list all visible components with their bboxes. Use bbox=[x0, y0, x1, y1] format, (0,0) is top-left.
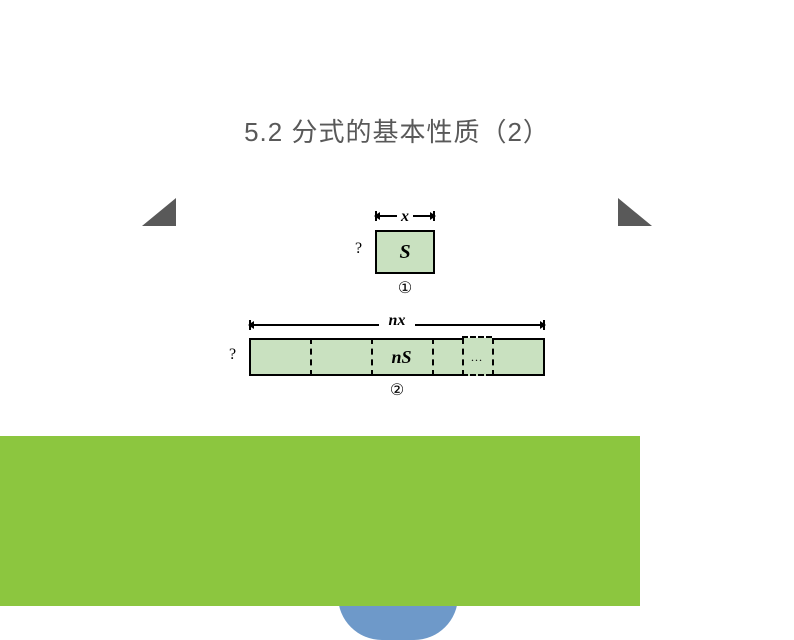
triangle-left-icon bbox=[142, 198, 176, 226]
fig2-segment bbox=[249, 338, 310, 376]
fig2-divider bbox=[432, 338, 434, 376]
diagram-container: x S ? ① nx ? nS … ② bbox=[217, 198, 577, 428]
figure-2: nx ? nS … ② bbox=[217, 308, 577, 428]
triangle-right-icon bbox=[618, 198, 652, 226]
fig2-height-unknown: ? bbox=[229, 346, 236, 364]
dim-tick bbox=[249, 320, 251, 330]
dim-tick bbox=[543, 320, 545, 330]
fig1-caption: ① bbox=[375, 278, 435, 298]
fig2-caption: ② bbox=[249, 380, 545, 400]
fig2-segment bbox=[492, 338, 545, 376]
fig2-ellipsis: … bbox=[462, 338, 492, 376]
dim-arrow-left bbox=[249, 324, 379, 326]
fig1-area-label: S bbox=[375, 230, 435, 274]
fig2-divider bbox=[492, 338, 494, 376]
fig1-width-label: x bbox=[375, 208, 435, 226]
fig2-rect: nS … bbox=[249, 338, 545, 376]
fig2-divider bbox=[310, 338, 312, 376]
fig2-area-label: nS bbox=[371, 338, 432, 376]
figure-1: x S ? ① bbox=[217, 198, 577, 308]
slide-title: 5.2 分式的基本性质（2） bbox=[0, 112, 794, 149]
fig2-segment bbox=[310, 338, 371, 376]
dim-arrow-right bbox=[415, 324, 545, 326]
fig2-segment bbox=[432, 338, 462, 376]
decor-wedge bbox=[0, 436, 640, 606]
fig1-height-unknown: ? bbox=[355, 240, 362, 258]
fig2-width-label: nx bbox=[379, 312, 415, 330]
